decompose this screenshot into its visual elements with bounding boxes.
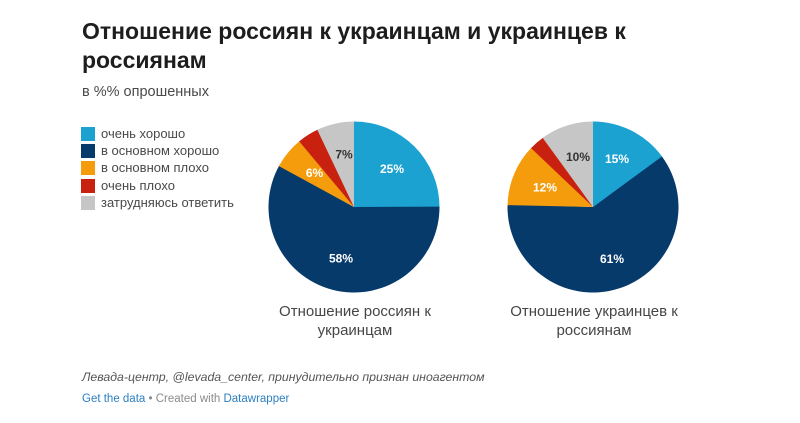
svg-text:7%: 7%: [335, 148, 353, 162]
svg-text:25%: 25%: [380, 162, 404, 176]
svg-text:12%: 12%: [533, 181, 557, 195]
svg-text:10%: 10%: [566, 150, 590, 164]
svg-text:6%: 6%: [306, 166, 324, 180]
svg-text:15%: 15%: [605, 152, 629, 166]
svg-text:61%: 61%: [600, 252, 624, 266]
svg-text:58%: 58%: [329, 252, 353, 266]
